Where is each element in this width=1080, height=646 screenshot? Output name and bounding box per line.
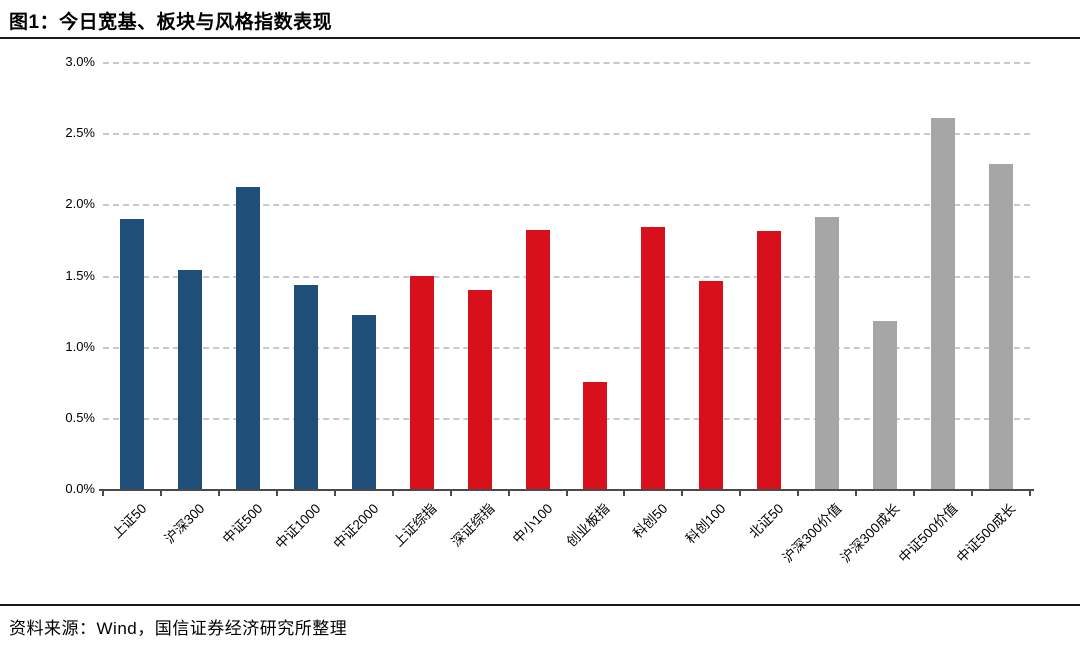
bar-中证500价值 — [931, 117, 956, 489]
plot-area: 3.0% 2.5% 2.0% 1.5% 1.0% 0.5% 0.0% 上证50 沪深300 中证5… — [65, 54, 1034, 566]
y-axis-tick-label: 0.5% — [65, 409, 95, 425]
gridline — [103, 133, 1030, 136]
x-axis-tick — [507, 491, 510, 496]
bar-上证综指 — [409, 275, 434, 489]
x-axis-tick — [333, 491, 336, 496]
x-axis-tick — [739, 491, 742, 496]
gridline — [103, 62, 1030, 64]
x-axis-label: 上证50 — [109, 500, 150, 542]
y-axis-tick-label: 1.0% — [65, 338, 95, 354]
x-axis-tick — [159, 491, 162, 496]
bar-北证50 — [757, 231, 782, 489]
x-axis-tick — [565, 491, 568, 496]
bar-沪深300 — [177, 269, 202, 489]
x-axis-label: 中证2000 — [330, 500, 382, 552]
bar-中小100 — [525, 229, 550, 489]
gridline — [103, 275, 1030, 278]
bar-中证500 — [235, 187, 260, 489]
x-axis-label: 中证500价值 — [895, 500, 961, 566]
bar-深证综指 — [467, 289, 492, 489]
x-axis-line — [99, 489, 1034, 491]
bar-中证2000 — [351, 315, 376, 489]
gridline — [103, 417, 1030, 420]
x-axis-tick — [1029, 491, 1031, 496]
x-axis-label: 中小100 — [509, 500, 555, 547]
y-axis-tick-label: 0.0% — [65, 481, 95, 496]
footer-divider-line — [0, 604, 1080, 606]
source-note: 资料来源：Wind，国信证券经济研究所整理 — [9, 619, 348, 638]
y-axis-tick-label: 3.0% — [65, 54, 95, 69]
bar-创业板指 — [583, 382, 608, 489]
y-axis-tick-label: 2.0% — [65, 196, 95, 212]
bar-沪深300价值 — [815, 217, 840, 489]
x-axis-label: 中证1000 — [272, 500, 324, 552]
bar-中证1000 — [293, 285, 318, 489]
x-axis-label: 深证综指 — [448, 500, 498, 550]
x-axis-label: 中证500 — [219, 500, 266, 547]
x-axis-label: 沪深300 — [161, 500, 208, 547]
x-axis-tick — [855, 491, 858, 496]
bar-科创50 — [641, 227, 666, 489]
x-axis-tick — [102, 491, 104, 496]
gridline — [103, 346, 1030, 349]
x-axis-tick — [971, 491, 974, 496]
title-divider-line — [0, 37, 1080, 39]
x-axis-tick — [681, 491, 684, 496]
chart-title: 图1：今日宽基、板块与风格指数表现 — [9, 12, 333, 33]
x-axis-tick — [217, 491, 220, 496]
bar-上证50 — [119, 218, 144, 489]
x-axis-tick — [797, 491, 800, 496]
y-axis-tick-label: 1.5% — [65, 267, 95, 283]
x-axis-tick — [623, 491, 626, 496]
bar-中证500成长 — [989, 164, 1014, 489]
x-axis-tick — [391, 491, 394, 496]
x-axis-label: 中证500成长 — [953, 500, 1019, 566]
y-axis-tick-label: 2.5% — [65, 125, 95, 141]
bar-科创100 — [699, 281, 724, 489]
x-axis-label: 上证综指 — [390, 500, 440, 550]
gridline — [103, 204, 1030, 207]
bar-沪深300成长 — [873, 321, 898, 489]
x-axis-tick — [275, 491, 278, 496]
x-axis-tick — [913, 491, 916, 496]
x-axis-label: 创业板指 — [564, 500, 613, 550]
x-axis-tick — [449, 491, 452, 496]
